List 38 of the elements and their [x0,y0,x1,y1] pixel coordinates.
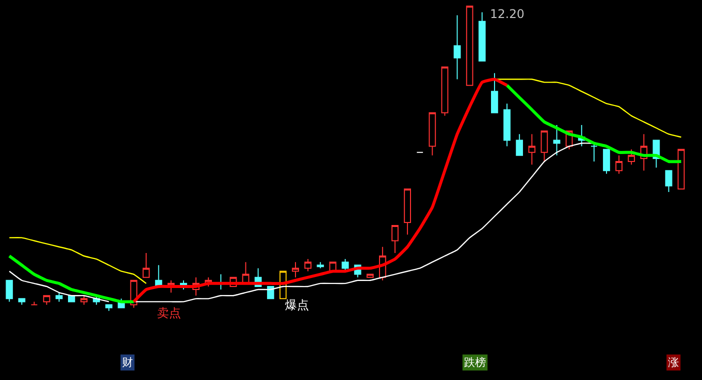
candlestick [602,148,610,174]
candlestick [540,130,548,162]
candlestick [391,225,399,254]
candlestick [56,292,63,302]
candlestick [528,134,536,166]
candlestick [490,72,498,114]
annotation: 卖点 [157,306,181,320]
candlestick [404,188,411,236]
candlestick [142,252,150,278]
candlestick [428,112,436,156]
text: 财 [122,356,133,369]
candlestick [628,148,635,166]
candlestick [553,124,560,156]
candlestick [18,298,26,306]
candlestick [304,258,312,272]
candlestick [6,280,13,302]
candlestick [292,262,300,278]
candlestick [30,301,38,306]
annotation: 12.20 [490,7,524,21]
candlestick [478,12,486,62]
candlestick [590,142,598,162]
candlestick [43,295,50,306]
candlestick [615,154,622,174]
candlestick [441,66,448,116]
candlestick [454,14,461,80]
annotation: 爆点 [285,298,309,312]
candlestick [105,304,112,312]
candlestick [678,148,685,190]
candlestick [503,103,511,147]
candlestick [316,262,324,269]
candlestick [516,134,523,156]
candlestick [665,170,672,192]
candlestick [466,6,474,86]
text: 涨 [668,356,679,369]
candlestick [366,274,374,278]
candlestick [80,295,88,306]
candlestick [342,258,349,272]
text: 跌榜 [464,356,486,369]
